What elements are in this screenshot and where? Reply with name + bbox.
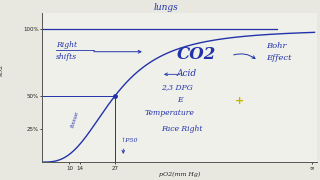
- Text: sO2: sO2: [0, 64, 4, 76]
- Text: 2,3 DPG: 2,3 DPG: [161, 84, 193, 92]
- Text: Bohr: Bohr: [266, 42, 286, 50]
- Text: CO2: CO2: [177, 46, 217, 63]
- X-axis label: pO2(mm Hg): pO2(mm Hg): [159, 172, 201, 177]
- Text: +: +: [235, 96, 244, 106]
- Text: Right: Right: [56, 41, 77, 49]
- Text: Effect: Effect: [266, 54, 292, 62]
- Text: shifts: shifts: [56, 53, 77, 61]
- Text: Acid: Acid: [177, 69, 197, 78]
- Text: lungs: lungs: [154, 3, 179, 12]
- Text: ↑P50: ↑P50: [121, 138, 138, 143]
- Text: Face Right: Face Right: [161, 125, 203, 133]
- Text: E: E: [177, 96, 183, 104]
- Text: Temperature: Temperature: [145, 109, 195, 117]
- Text: tissue: tissue: [70, 111, 80, 129]
